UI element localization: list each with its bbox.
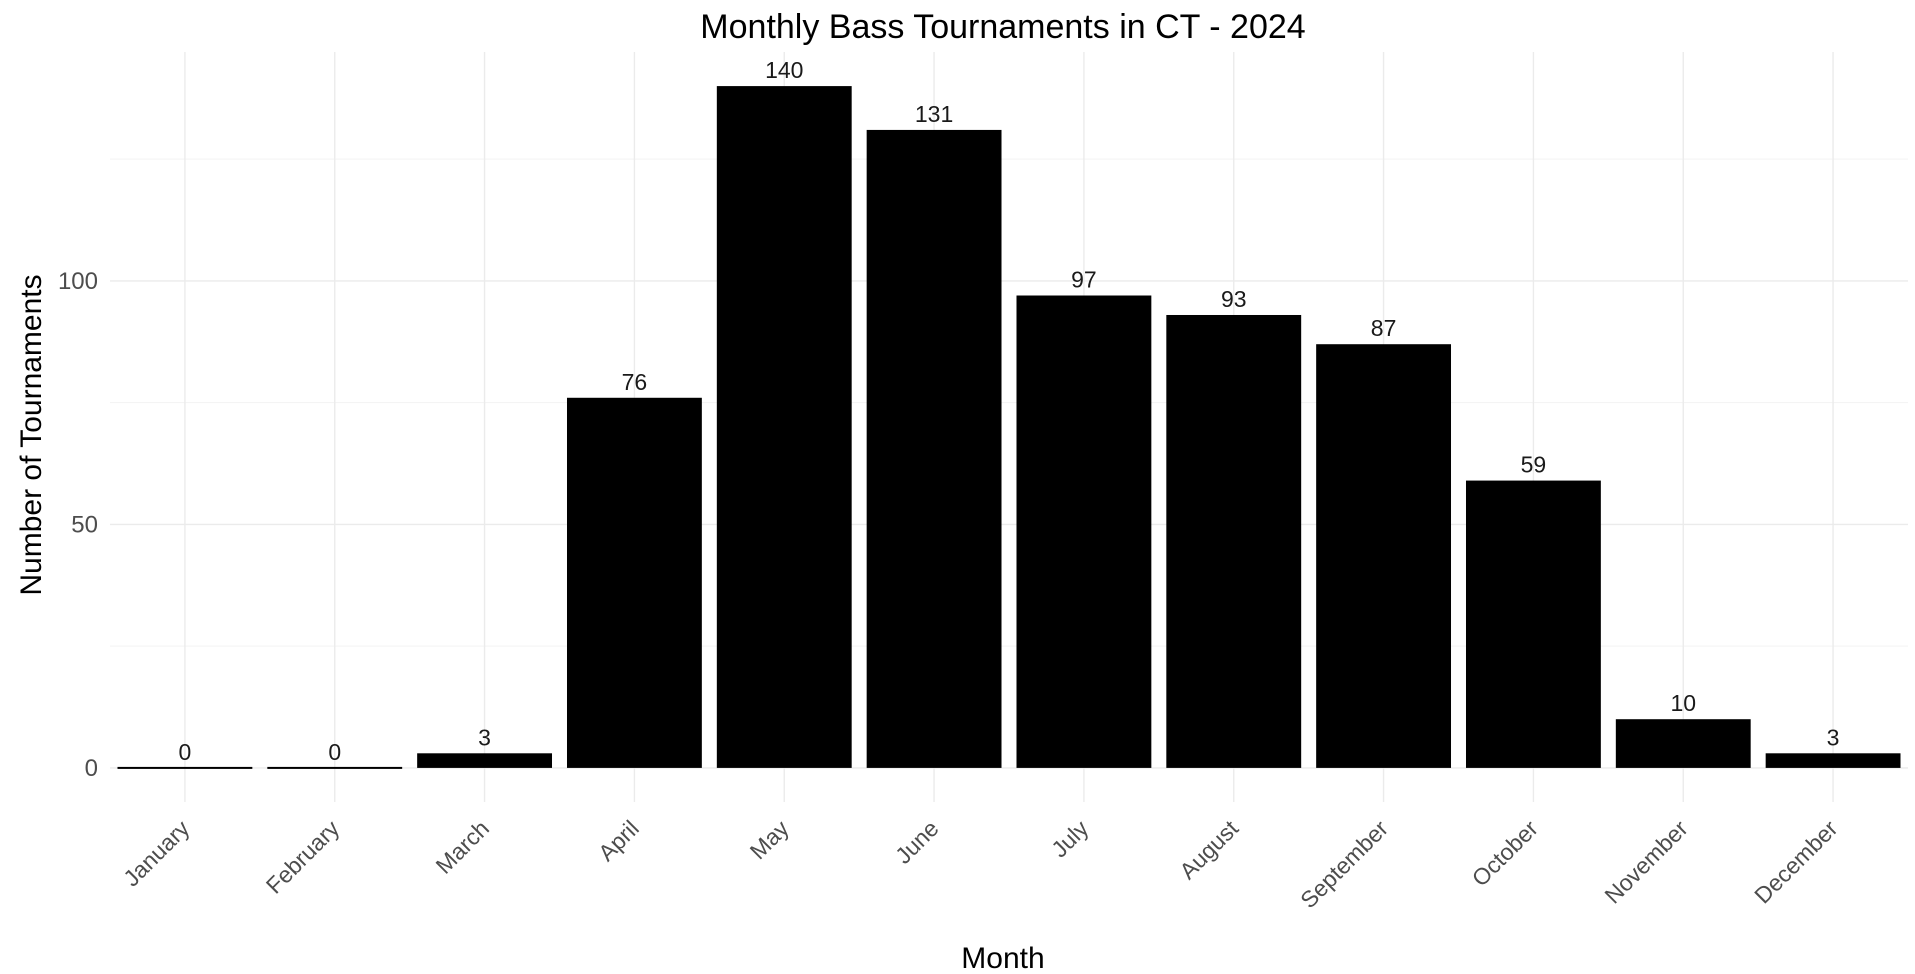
x-tick-label: March	[431, 815, 495, 879]
bars-layer	[117, 86, 1900, 769]
bar-march	[417, 753, 552, 768]
bar-june	[867, 130, 1002, 768]
bar-value-label: 59	[1521, 452, 1547, 478]
x-tick-label: January	[118, 815, 195, 892]
x-tick-label: August	[1174, 815, 1243, 884]
bar-value-label: 3	[478, 724, 491, 750]
bar-july	[1016, 296, 1151, 768]
bar-value-label: 97	[1071, 267, 1097, 293]
bar-september	[1316, 344, 1451, 768]
bar-value-label: 0	[328, 739, 341, 765]
grid-layer	[110, 52, 1908, 802]
bar-may	[717, 86, 852, 768]
x-tick-label: July	[1046, 815, 1094, 863]
x-tick-label: October	[1467, 815, 1543, 891]
bar-value-label: 93	[1221, 286, 1247, 312]
bar-august	[1166, 315, 1301, 768]
bar-january	[117, 767, 252, 769]
x-tick-label: September	[1295, 815, 1393, 913]
bar-value-label: 3	[1827, 724, 1840, 750]
y-tick-label: 50	[71, 511, 98, 538]
x-tick-label: November	[1599, 815, 1693, 909]
bar-october	[1466, 481, 1601, 768]
bar-december	[1766, 753, 1901, 768]
x-tick-label: February	[261, 815, 345, 899]
bar-value-label: 131	[915, 101, 953, 127]
y-axis-title: Number of Tournaments	[15, 274, 48, 595]
y-tick-label: 0	[85, 755, 98, 782]
bar-april	[567, 398, 702, 768]
y-axis-ticks: 0 50 100	[58, 268, 98, 782]
bar-value-label: 140	[765, 57, 803, 83]
y-tick-label: 100	[58, 268, 98, 295]
chart-title: Monthly Bass Tournaments in CT - 2024	[700, 8, 1305, 46]
x-tick-label: April	[593, 815, 644, 866]
x-tick-label: May	[745, 815, 794, 864]
bar-value-label: 10	[1670, 690, 1696, 716]
bar-value-label: 76	[622, 369, 648, 395]
bar-february	[267, 767, 402, 769]
x-axis-ticks: January February March April May June July Augu…	[118, 815, 1843, 913]
bar-value-label: 87	[1371, 315, 1397, 341]
x-tick-label: June	[890, 815, 944, 869]
bar-value-label: 0	[179, 739, 192, 765]
bar-november	[1616, 719, 1751, 768]
x-axis-title: Month	[961, 942, 1044, 974]
x-tick-label: December	[1749, 815, 1843, 909]
